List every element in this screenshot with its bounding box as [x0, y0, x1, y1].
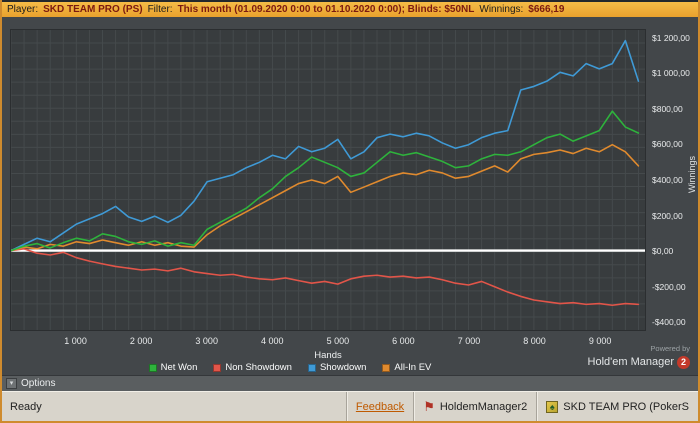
player-label: Player: — [7, 4, 39, 15]
graph-info-bar: Player: SKD TEAM PRO (PS) Filter: This m… — [2, 0, 698, 17]
x-axis-tick: 3 000 — [195, 336, 218, 346]
legend-swatch-icon — [213, 363, 222, 372]
x-axis-tick: 2 000 — [129, 336, 153, 346]
flag-icon: ⚑ — [423, 399, 435, 414]
x-axis-tick: 5 000 — [326, 336, 350, 346]
y-axis-tick: $400,00 — [652, 175, 683, 185]
legend-label: Net Won — [160, 362, 198, 373]
legend-swatch-icon — [307, 363, 316, 372]
x-axis-tick: 9 000 — [588, 336, 612, 346]
winnings-graph-panel: Winnings Hands Net Won Non Showdown Showdo… — [2, 17, 698, 375]
skd-team-pro-status-item[interactable]: ♠ SKD TEAM PRO (PokerS — [536, 392, 698, 421]
y-axis-tick: $200,00 — [652, 210, 683, 221]
skd-team-pro-label: SKD TEAM PRO (PokerS — [563, 400, 689, 413]
y-axis-tick: -$200,00 — [652, 281, 686, 292]
status-bar: Ready Feedback ⚑ HoldemManager2 ♠ SKD TE… — [2, 391, 698, 421]
x-axis-tick: 4 000 — [261, 336, 284, 346]
graph-plot-area[interactable] — [10, 29, 646, 331]
legend-label: All-In EV — [394, 362, 432, 373]
x-axis-tick: 7 000 — [457, 336, 481, 346]
holdem-manager-wordmark: Hold'em Manager — [587, 355, 674, 368]
series-line-showdown — [11, 39, 640, 252]
x-axis-tick: 1 000 — [64, 336, 87, 346]
y-axis-tick: -$400,00 — [652, 317, 686, 328]
y-axis-tick: $1 200,00 — [652, 32, 690, 43]
legend-item-showdown[interactable]: Showdown — [307, 362, 367, 373]
y-axis-tick: $0,00 — [652, 246, 674, 257]
y-axis-tick: $1 000,00 — [652, 68, 690, 79]
series-line-net-won — [11, 110, 640, 252]
legend-item-all-in-ev[interactable]: All-In EV — [382, 362, 431, 373]
status-bar-right: Feedback ⚑ HoldemManager2 ♠ SKD TEAM PRO… — [345, 392, 698, 421]
holdemmanager2-status-item[interactable]: ⚑ HoldemManager2 — [413, 392, 536, 421]
filter-label: Filter: — [147, 4, 173, 15]
powered-by-text: Powered by — [650, 344, 690, 353]
holdemmanager2-label: HoldemManager2 — [439, 400, 528, 413]
winnings-label: Winnings: — [479, 4, 524, 15]
filter-value: This month (01.09.2020 0:00 to 01.10.202… — [177, 4, 475, 15]
legend-label: Non Showdown — [225, 362, 292, 373]
status-ready-text: Ready — [10, 400, 42, 413]
hm2-logo-icon: 2 — [677, 355, 690, 369]
x-axis-title: Hands — [314, 350, 342, 361]
pokerstars-spade-icon: ♠ — [546, 400, 559, 413]
graph-svg — [11, 30, 645, 330]
legend-item-non-showdown[interactable]: Non Showdown — [213, 362, 292, 373]
winnings-value: $666,19 — [528, 4, 565, 15]
player-value: SKD TEAM PRO (PS) — [43, 4, 143, 15]
legend-item-net-won[interactable]: Net Won — [148, 362, 198, 373]
series-line-all-in-ev — [11, 143, 640, 252]
options-bar: ▾ Options — [2, 375, 698, 391]
options-button-label: Options — [21, 378, 56, 389]
options-expander-icon: ▾ — [6, 378, 17, 389]
x-axis-tick: 6 000 — [392, 336, 415, 346]
legend-swatch-icon — [382, 363, 391, 372]
x-axis-tick: 8 000 — [523, 336, 546, 346]
legend-swatch-icon — [148, 363, 157, 372]
powered-by-branding: Powered by Hold'em Manager 2 — [587, 344, 690, 371]
feedback-link[interactable]: Feedback — [355, 400, 405, 413]
y-axis-tick: $800,00 — [652, 103, 683, 114]
options-button[interactable]: ▾ Options — [6, 378, 55, 389]
feedback-section: Feedback — [345, 392, 413, 421]
y-axis-tick: $600,00 — [652, 139, 683, 150]
graph-legend: Net Won Non Showdown Showdown All-In EV — [10, 362, 570, 373]
legend-label: Showdown — [319, 362, 367, 373]
series-line-non-showdown — [11, 248, 640, 307]
